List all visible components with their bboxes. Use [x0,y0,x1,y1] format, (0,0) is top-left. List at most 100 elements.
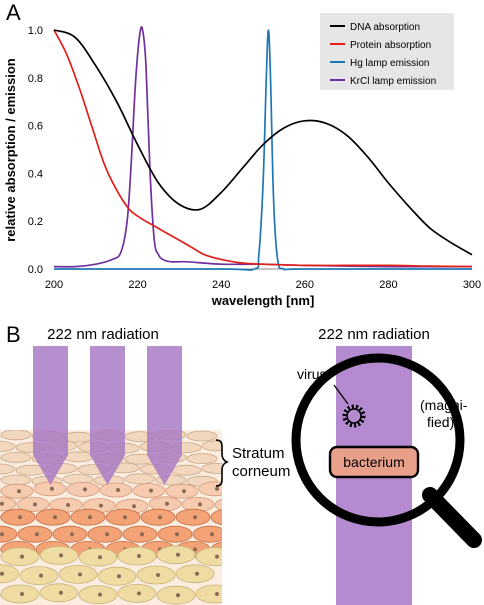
bacterium-label: bacterium [343,454,404,470]
x-tick-label: 240 [212,279,230,291]
skin-cell [0,496,17,512]
skin-cell [0,441,16,452]
radiation-beam-1 [33,346,68,485]
legend-entry: Protein absorption [350,40,431,51]
y-tick-label: 0.8 [28,73,43,85]
stratum-label-line1: Stratum [232,445,285,462]
skin-cell [201,463,222,474]
cell-nucleus [59,590,63,595]
cell-nucleus [20,592,24,596]
stratum-label: Stratum corneum [232,445,290,480]
cell-nucleus [66,503,70,507]
cell-nucleus [116,488,120,492]
cell-nucleus [210,532,214,537]
virus-icon [342,404,366,428]
skin-cell [170,464,202,476]
cell-nucleus [176,593,180,598]
skin-cell [124,473,156,485]
cell-nucleus [231,503,235,507]
left-radiation-beams [33,346,182,485]
skin-cell [201,440,222,452]
cell-nucleus [215,554,219,559]
cell-nucleus [0,571,4,576]
skin-cell [0,451,32,463]
cell-nucleus [182,489,186,494]
series-lines [53,26,473,271]
cell-nucleus [215,486,219,491]
series-line-dna-absorption [53,29,473,256]
x-tick-label: 260 [296,279,314,291]
cell-nucleus [98,555,102,560]
magnifying-glass [291,353,482,548]
panel-b-label: B [6,322,21,347]
skin-cell [214,498,222,512]
x-tick-label: 220 [128,279,146,291]
skin-cell [186,453,218,465]
y-tick-label: 0.6 [28,121,43,133]
stratum-bracket [215,439,230,487]
skin-cell [195,547,222,566]
cell-nucleus [149,488,153,493]
magnifier-lens [291,353,465,527]
cell-nucleus [18,515,22,520]
cell-nucleus [215,592,219,596]
virus-body [346,408,362,424]
y-tick-label: 0.4 [28,168,43,180]
y-tick-label: 1.0 [28,25,43,37]
cell-nucleus [228,515,232,519]
cell-nucleus [158,515,162,520]
cell-nucleus [156,573,160,577]
cell-nucleus [137,554,141,558]
legend-items: DNA absorption Protein absorption Hg lamp … [330,22,436,87]
cell-nucleus [17,489,21,494]
skin-cell [186,430,218,442]
cell-nucleus [195,571,199,576]
skin-cell [0,430,32,441]
y-tick-label: 0.0 [28,264,43,276]
skin-cell [192,525,222,543]
y-tick-label: 0.2 [28,216,43,228]
skin-cell [0,474,32,486]
cell-nucleus [53,515,57,520]
cell-nucleus [98,592,102,597]
legend-entry: KrCl lamp emission [350,76,436,87]
cell-nucleus [132,504,136,509]
absorption-chart: 0.0 0.2 0.4 0.6 0.8 1.0 200 220 240 260 280 300 re… [3,13,481,308]
legend-entry: DNA absorption [350,22,420,33]
panel-a-label: A [6,0,21,25]
cell-nucleus [228,547,232,551]
radiation-beam-3 [147,346,182,485]
cell-nucleus [165,501,169,506]
cell-nucleus [70,532,74,537]
cell-nucleus [137,591,141,596]
cell-nucleus [140,532,144,537]
cell-nucleus [193,547,197,552]
x-tick-label: 300 [463,279,481,291]
cell-nucleus [39,573,43,578]
cell-nucleus [123,515,127,520]
skin-cell [210,509,222,526]
stratum-label-line2: corneum [232,463,290,480]
cell-nucleus [176,552,180,557]
y-tick-labels: 0.0 0.2 0.4 0.6 0.8 1.0 [28,25,43,276]
cell-nucleus [35,532,39,537]
skin-cell [0,564,20,584]
cell-nucleus [99,503,103,508]
skin-cell [195,584,222,604]
legend: DNA absorption Protein absorption Hg lamp … [320,13,454,90]
cell-nucleus [117,574,121,579]
left-radiation-label: 222 nm radiation [47,326,159,343]
right-radiation-label: 222 nm radiation [318,326,430,343]
x-tick-label: 200 [45,279,63,291]
cell-nucleus [78,572,82,577]
series-line-hg-lamp-emission [54,29,472,271]
cell-nucleus [0,532,4,537]
skin-cell [0,525,18,543]
cell-nucleus [33,502,37,507]
cell-nucleus [88,515,92,520]
cell-nucleus [198,502,202,507]
virus-label: virus [297,366,327,382]
virus-pointer-line [333,384,349,405]
x-axis-label: wavelength [nm] [211,293,315,308]
